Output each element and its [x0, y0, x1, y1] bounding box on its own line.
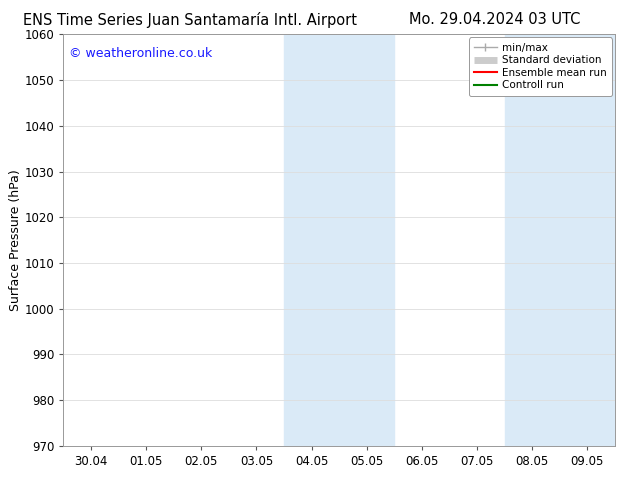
Y-axis label: Surface Pressure (hPa): Surface Pressure (hPa): [9, 169, 22, 311]
Bar: [284, 34, 394, 446]
Bar: [505, 34, 615, 446]
Legend: min/max, Standard deviation, Ensemble mean run, Controll run: min/max, Standard deviation, Ensemble me…: [469, 37, 612, 96]
Text: ENS Time Series Juan Santamaría Intl. Airport: ENS Time Series Juan Santamaría Intl. Ai…: [23, 12, 357, 28]
Text: Mo. 29.04.2024 03 UTC: Mo. 29.04.2024 03 UTC: [409, 12, 580, 27]
Text: © weatheronline.co.uk: © weatheronline.co.uk: [69, 47, 212, 60]
